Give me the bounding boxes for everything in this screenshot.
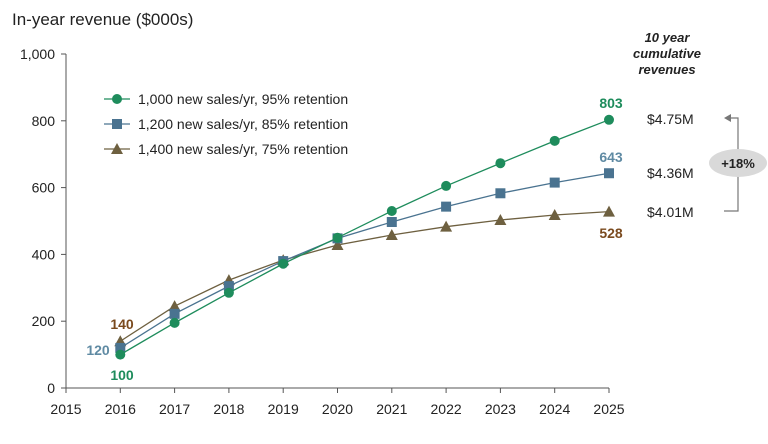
data-point-3-2020 <box>331 239 344 251</box>
x-tick-label: 2017 <box>159 401 190 417</box>
start-value-label-3: 140 <box>110 316 134 332</box>
data-point-3-2025 <box>603 205 615 217</box>
cumulative-header-line-3: revenues <box>638 62 696 77</box>
series-layer <box>114 114 615 360</box>
data-point-1-2018 <box>223 287 234 298</box>
chart-title: In-year revenue ($000s) <box>12 10 193 29</box>
cumulative-header-line-1: 10 year <box>644 30 690 45</box>
data-point-1-2022 <box>441 180 452 191</box>
x-tick-label: 2015 <box>50 401 81 417</box>
cumulative-value-1: $4.75M <box>647 111 694 127</box>
y-tick-label: 600 <box>32 180 56 196</box>
start-value-label-1: 100 <box>110 367 134 383</box>
series-2 <box>115 168 614 353</box>
series-line-1 <box>119 119 610 356</box>
end-value-label-1: 803 <box>599 95 623 111</box>
data-point-2-2016 <box>115 342 126 353</box>
x-tick-label: 2016 <box>105 401 136 417</box>
arrow-head-icon <box>724 114 731 122</box>
y-tick-label: 0 <box>47 380 55 396</box>
legend-marker-1 <box>112 94 122 104</box>
series-1 <box>115 114 614 360</box>
legend: 1,000 new sales/yr, 95% retention 1,200 n… <box>104 91 348 157</box>
data-point-1-2021 <box>386 205 397 216</box>
data-point-3-2022 <box>440 220 453 232</box>
legend-label-2: 1,200 new sales/yr, 85% retention <box>138 116 348 132</box>
legend-marker-3 <box>111 143 123 154</box>
data-point-2-2017 <box>169 308 180 319</box>
cumulative-value-2: $4.36M <box>647 165 694 181</box>
x-tick-label: 2021 <box>376 401 407 417</box>
x-tick-label: 2018 <box>213 401 244 417</box>
data-point-2-2023 <box>495 188 506 199</box>
start-value-label-2: 120 <box>86 342 110 358</box>
legend-marker-2 <box>112 119 122 129</box>
percent-badge <box>709 149 767 177</box>
legend-label-3: 1,400 new sales/yr, 75% retention <box>138 141 348 157</box>
axes: 0 200 400 600 800 1,000 2015 2016 2017 2018 2019 20… <box>20 46 625 417</box>
end-value-label-2: 643 <box>599 149 623 165</box>
data-point-3-2017 <box>168 300 181 312</box>
data-point-1-2020 <box>332 232 343 243</box>
data-point-1-2017 <box>169 317 180 328</box>
data-point-2-2022 <box>441 201 452 212</box>
data-point-2-2025 <box>604 168 614 179</box>
cumulative-header-line-2: cumulative <box>633 46 701 61</box>
data-point-1-2025 <box>604 114 614 125</box>
point-labels: 100 803 120 643 140 528 <box>86 95 623 383</box>
x-tick-label: 2019 <box>268 401 299 417</box>
series-3 <box>114 205 615 347</box>
series-line-2 <box>119 172 610 349</box>
data-point-2-2018 <box>223 281 234 292</box>
data-point-3-2023 <box>494 213 507 225</box>
x-tick-label: 2020 <box>322 401 353 417</box>
data-point-3-2021 <box>385 229 398 241</box>
x-tick-label: 2025 <box>593 401 624 417</box>
x-tick-label: 2024 <box>539 401 570 417</box>
legend-label-1: 1,000 new sales/yr, 95% retention <box>138 91 348 107</box>
end-value-label-3: 528 <box>599 225 623 241</box>
series-line-3 <box>119 210 610 342</box>
y-tick-label: 1,000 <box>20 46 55 62</box>
cumulative-header: 10 year cumulative revenues <box>612 30 722 78</box>
y-tick-label: 400 <box>32 246 56 262</box>
percent-badge-label: +18% <box>721 156 755 171</box>
cumulative-panel: $4.75M $4.36M $4.01M +18% <box>647 111 767 220</box>
data-point-2-2024 <box>549 177 560 188</box>
x-tick-label: 2022 <box>431 401 462 417</box>
y-tick-label: 800 <box>32 113 56 129</box>
data-point-1-2023 <box>495 158 506 169</box>
data-point-3-2024 <box>548 208 561 220</box>
data-point-1-2024 <box>549 135 560 146</box>
cumulative-value-3: $4.01M <box>647 204 694 220</box>
x-tick-label: 2023 <box>485 401 516 417</box>
data-point-1-2016 <box>115 349 126 360</box>
data-point-1-2019 <box>278 258 289 269</box>
data-point-2-2021 <box>386 217 397 228</box>
y-tick-label: 200 <box>32 313 56 329</box>
